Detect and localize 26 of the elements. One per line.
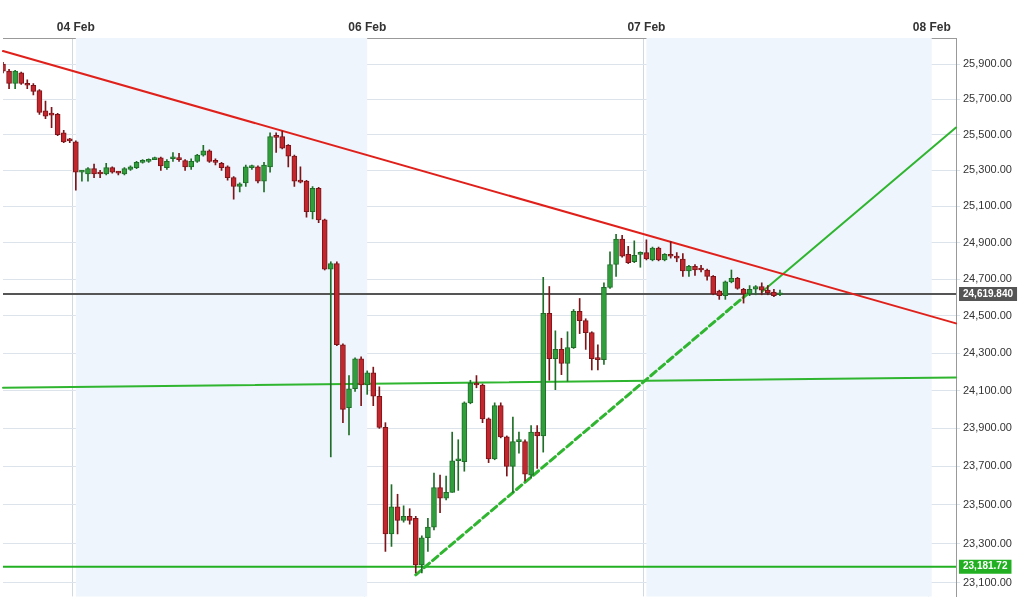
x-tick-label: 06 Feb: [348, 20, 387, 35]
y-tick-label: 23,100.00: [963, 575, 1012, 588]
candlestick: [595, 344, 601, 371]
y-tick-label: 24,300.00: [963, 346, 1012, 359]
candlestick: [273, 132, 279, 153]
y-tick-label: 25,900.00: [963, 57, 1012, 70]
y-tick-label: 23,500.00: [963, 497, 1012, 510]
y-tick-label: 23,900.00: [963, 421, 1012, 434]
candlestick: [516, 431, 522, 454]
y-tick-label: 25,500.00: [963, 127, 1012, 140]
ref-line-label: 24,619.840: [963, 287, 1014, 299]
y-tick-label: 23,700.00: [963, 459, 1012, 472]
y-tick-label: 25,700.00: [963, 92, 1012, 105]
x-tick-label: 08 Feb: [912, 20, 951, 35]
y-tick-label: 24,100.00: [963, 383, 1012, 396]
candlestick: [327, 261, 334, 458]
y-tick-label: 24,900.00: [963, 235, 1012, 248]
y-tick-label: 24,700.00: [963, 272, 1012, 285]
y-tick-label: 25,100.00: [963, 199, 1012, 212]
y-tick-label: 23,300.00: [963, 536, 1012, 549]
candlestick: [667, 241, 674, 259]
y-tick-label: 24,500.00: [963, 309, 1012, 322]
ref-line-label: 23,181.72: [963, 560, 1008, 572]
y-tick-label: 25,300.00: [963, 163, 1012, 176]
x-tick-label: 04 Feb: [56, 20, 95, 35]
x-tick-label: 07 Feb: [627, 20, 666, 35]
